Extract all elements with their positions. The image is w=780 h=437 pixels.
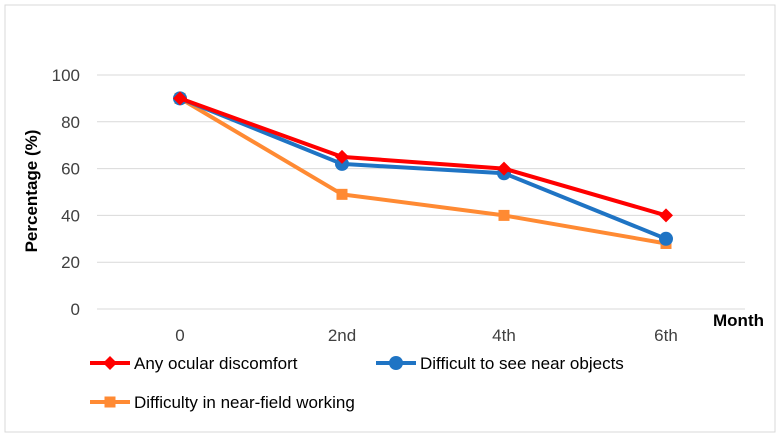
data-point [498,209,510,221]
series-any-ocular-discomfort [173,91,673,223]
y-axis-title: Percentage (%) [22,130,41,253]
x-axis-title: Month [713,311,764,330]
legend: Any ocular discomfort Difficult to see ne… [90,354,624,412]
chart-border [4,4,776,433]
legend-label: Difficult to see near objects [420,354,624,373]
legend-marker [389,356,403,370]
legend-marker [104,396,116,408]
legend-marker [103,356,117,370]
y-tick-label: 100 [52,66,80,85]
legend-item: Difficulty in near-field working [90,393,355,412]
y-tick-label: 40 [61,206,80,225]
x-tick-label: 0 [175,326,184,345]
data-point [335,156,349,171]
y-tick-label: 0 [71,300,80,319]
y-tick-label: 80 [61,113,80,132]
legend-label: Any ocular discomfort [134,354,298,373]
x-tick-label: 4th [492,326,516,345]
data-point [497,161,511,176]
series-line [179,96,667,218]
data-point [173,91,187,106]
series-layer [173,91,673,249]
gridlines [97,74,745,310]
data-point [659,231,673,246]
series-line [178,96,667,246]
legend-label: Difficulty in near-field working [134,393,355,412]
x-tick-label: 6th [654,326,678,345]
y-tick-label: 20 [61,253,80,272]
x-axis-ticks: 0 2nd 4th 6th [175,326,678,345]
y-axis-ticks: 0 20 40 60 80 100 [52,66,80,319]
data-point [336,188,348,200]
x-tick-label: 2nd [328,326,356,345]
y-tick-label: 60 [61,160,80,179]
data-point [335,149,349,164]
data-point [659,208,673,223]
series-line [179,96,667,241]
legend-item: Difficult to see near objects [376,354,624,373]
legend-item: Any ocular discomfort [90,354,298,373]
